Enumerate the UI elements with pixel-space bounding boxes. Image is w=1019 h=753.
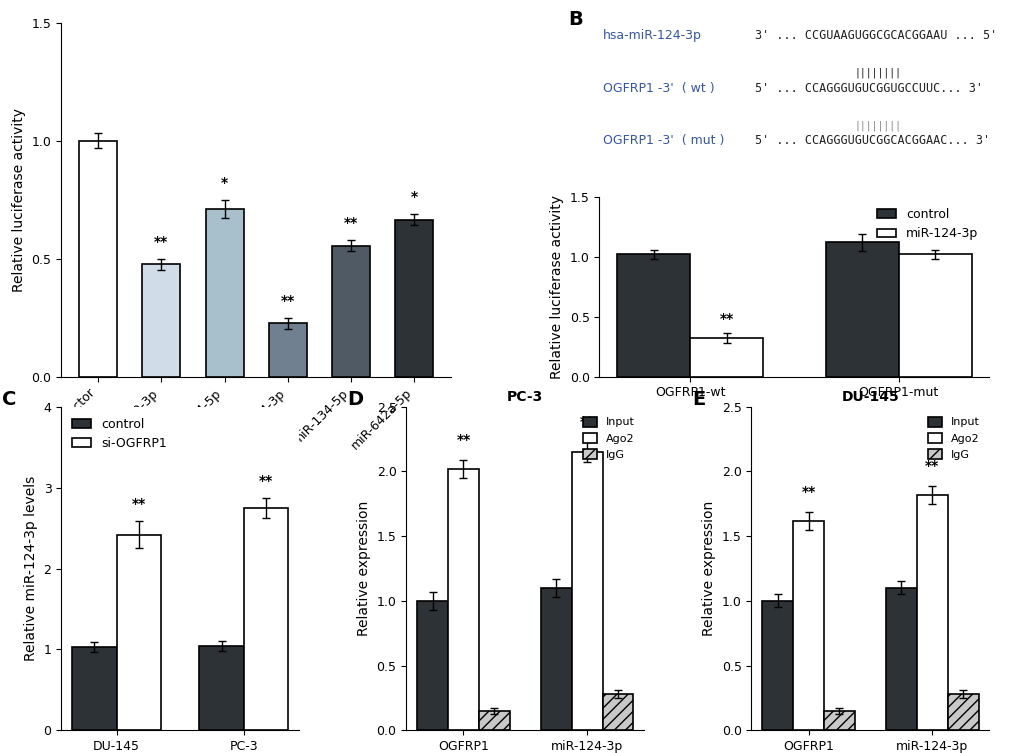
Bar	[823, 711, 854, 730]
Bar	[206, 209, 244, 376]
Text: **: **	[718, 312, 733, 326]
Text: hsa-miR-124-3p: hsa-miR-124-3p	[602, 29, 701, 42]
Text: ||||||||: ||||||||	[854, 68, 901, 78]
Bar	[447, 469, 479, 730]
Text: ||||||||: ||||||||	[854, 120, 901, 130]
Text: **: **	[280, 294, 294, 308]
Y-axis label: Relative luciferase activity: Relative luciferase activity	[12, 108, 25, 291]
Bar	[824, 242, 898, 376]
Bar	[244, 508, 288, 730]
Legend: control, miR-124-3p: control, miR-124-3p	[871, 203, 982, 245]
Bar	[540, 588, 571, 730]
Bar	[116, 535, 161, 730]
Text: 5' ... CCAGGGUGUCGGUGCCUUC... 3': 5' ... CCAGGGUGUCGGUGCCUUC... 3'	[755, 81, 982, 95]
Bar	[761, 601, 793, 730]
Text: E: E	[691, 390, 704, 410]
Legend: control, si-OGFRP1: control, si-OGFRP1	[67, 413, 172, 455]
Bar	[884, 588, 916, 730]
Bar	[142, 264, 180, 376]
Title: DU-145: DU-145	[841, 390, 899, 404]
Bar	[78, 141, 117, 376]
Text: B: B	[568, 10, 583, 29]
Bar	[395, 220, 433, 376]
Bar	[793, 520, 823, 730]
Text: **: **	[580, 415, 594, 428]
Bar	[947, 694, 977, 730]
Text: D: D	[346, 390, 363, 410]
Text: **: **	[131, 497, 146, 511]
Y-axis label: Relative expression: Relative expression	[357, 501, 371, 636]
Text: 5' ... CCAGGGUGUCGGCACGGAAC... 3': 5' ... CCAGGGUGUCGGCACGGAAC... 3'	[755, 134, 989, 147]
Bar	[571, 452, 602, 730]
Bar	[479, 711, 510, 730]
Legend: Input, Ago2, IgG: Input, Ago2, IgG	[923, 412, 983, 465]
Text: **: **	[259, 474, 273, 489]
Text: **: **	[343, 216, 358, 230]
Text: OGFRP1 -3'  ( wt ): OGFRP1 -3' ( wt )	[602, 81, 714, 95]
Text: OGFRP1 -3'  ( mut ): OGFRP1 -3' ( mut )	[602, 134, 723, 147]
Text: **: **	[455, 433, 470, 447]
Legend: Input, Ago2, IgG: Input, Ago2, IgG	[578, 412, 638, 465]
Y-axis label: Relative luciferase activity: Relative luciferase activity	[549, 195, 564, 379]
Bar	[690, 338, 762, 376]
Text: 3' ... CCGUAAGUGGCGCACGGAAU ... 5': 3' ... CCGUAAGUGGCGCACGGAAU ... 5'	[755, 29, 997, 42]
Text: C: C	[2, 390, 16, 410]
Text: *: *	[411, 191, 418, 204]
Bar	[916, 495, 947, 730]
Bar	[898, 255, 971, 376]
Bar	[332, 245, 370, 376]
Bar	[269, 324, 307, 376]
Title: PC-3: PC-3	[506, 390, 543, 404]
Bar	[72, 647, 116, 730]
Bar	[199, 646, 244, 730]
Text: *: *	[221, 176, 228, 190]
Text: **: **	[154, 235, 168, 249]
Text: **: **	[924, 459, 938, 473]
Text: **: **	[801, 485, 815, 498]
Bar	[417, 601, 447, 730]
Bar	[616, 255, 690, 376]
Y-axis label: Relative expression: Relative expression	[701, 501, 715, 636]
Bar	[602, 694, 633, 730]
Y-axis label: Relative miR-124-3p levels: Relative miR-124-3p levels	[23, 476, 38, 661]
